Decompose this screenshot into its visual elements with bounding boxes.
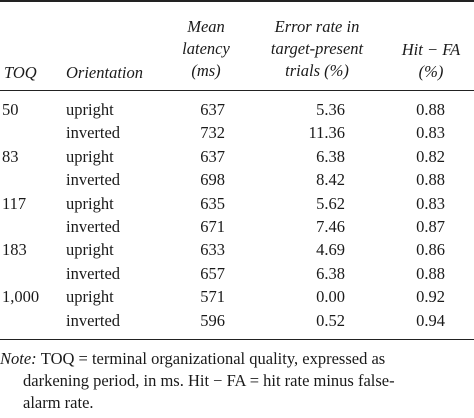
- cell-latency: 698: [200, 170, 225, 190]
- note-line-2: darkening period, in ms. Hit − FA = hit …: [23, 371, 395, 390]
- cell-hit-fa: 0.83: [416, 123, 445, 143]
- header-hit-fa: Hit − FA (%): [388, 39, 474, 83]
- cell-orientation: inverted: [66, 263, 121, 283]
- cell-latency: 671: [200, 217, 225, 236]
- cell-error-rate: 5.36: [316, 100, 345, 119]
- cell-hit-fa: 0.92: [416, 287, 445, 307]
- cell-error-rate: 6.38: [316, 263, 345, 283]
- cell-error-rate: 8.42: [316, 170, 345, 190]
- header-error-rate: Error rate in target-present trials (%): [252, 16, 382, 82]
- cell-error-rate: 0.52: [316, 310, 345, 330]
- header-toq: TOQ: [4, 62, 37, 84]
- cell-error-rate: 0.00: [316, 287, 345, 307]
- cell-toq: 83: [2, 146, 19, 166]
- cell-latency: 637: [200, 100, 225, 119]
- cell-toq: 1,000: [2, 287, 40, 307]
- header-mean-latency: Mean latency (ms): [166, 16, 246, 82]
- header-error-line: target-present: [270, 39, 364, 58]
- cell-orientation: inverted: [66, 310, 121, 330]
- cell-error-rate: 5.62: [316, 193, 345, 213]
- cell-hit-fa: 0.88: [416, 263, 445, 283]
- header-toq-label: TOQ: [4, 63, 37, 82]
- cell-toq: 117: [2, 193, 27, 213]
- cell-latency: 571: [200, 287, 225, 307]
- table-top-rule: [0, 0, 474, 2]
- cell-orientation: upright: [66, 193, 114, 213]
- cell-latency: 657: [200, 263, 225, 283]
- cell-orientation: inverted: [66, 123, 121, 143]
- header-latency-line: Mean: [187, 17, 225, 36]
- cell-hit-fa: 0.88: [416, 100, 445, 119]
- note-line-1: Note: TOQ = terminal organizational qual…: [0, 348, 474, 370]
- header-hitfa-line: Hit − FA: [401, 40, 461, 59]
- header-error-line: Error rate in: [274, 17, 360, 36]
- header-hitfa-line: (%): [418, 62, 444, 81]
- cell-orientation: inverted: [66, 217, 121, 236]
- table-bottom-rule: [0, 339, 474, 340]
- cell-latency: 637: [200, 146, 225, 166]
- cell-error-rate: 6.38: [316, 146, 345, 166]
- cell-latency: 732: [200, 123, 225, 143]
- cell-toq: 50: [2, 100, 19, 119]
- cell-latency: 633: [200, 240, 225, 260]
- header-rule: [0, 90, 474, 91]
- cell-latency: 635: [200, 193, 225, 213]
- table-note: Note: TOQ = terminal organizational qual…: [0, 348, 474, 414]
- header-latency-line: latency: [182, 39, 230, 58]
- cell-error-rate: 11.36: [308, 123, 345, 143]
- cell-error-rate: 7.46: [316, 217, 345, 236]
- cell-hit-fa: 0.82: [416, 146, 445, 166]
- header-error-line: trials (%): [285, 61, 349, 80]
- cell-hit-fa: 0.88: [416, 170, 445, 190]
- cell-orientation: inverted: [66, 170, 121, 190]
- header-latency-line: (ms): [191, 61, 221, 80]
- cell-toq: 183: [2, 240, 27, 260]
- cell-orientation: upright: [66, 240, 114, 260]
- note-line-3: alarm rate.: [23, 393, 94, 412]
- note-text-1: TOQ = terminal organizational quality, e…: [40, 349, 386, 368]
- cell-error-rate: 4.69: [316, 240, 345, 260]
- cell-hit-fa: 0.87: [416, 217, 445, 236]
- cell-hit-fa: 0.86: [416, 240, 445, 260]
- header-orientation-label: Orientation: [66, 63, 143, 82]
- cell-orientation: upright: [66, 146, 114, 166]
- cell-hit-fa: 0.83: [416, 193, 445, 213]
- note-label: Note:: [0, 349, 37, 368]
- cell-hit-fa: 0.94: [416, 310, 445, 330]
- header-orientation: Orientation: [66, 62, 143, 84]
- cell-orientation: upright: [66, 100, 114, 119]
- cell-latency: 596: [200, 310, 225, 330]
- cell-orientation: upright: [66, 287, 114, 307]
